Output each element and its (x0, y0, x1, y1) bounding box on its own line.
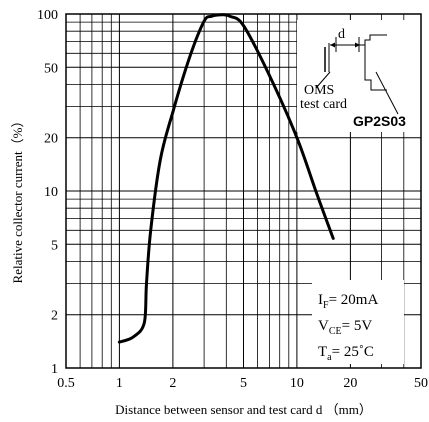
sensor-outline-top (364, 34, 387, 50)
y-tick-label: 20 (44, 132, 58, 147)
condition-line: Ta= 25˚C (318, 344, 374, 363)
x-tick-label: 10 (290, 376, 304, 391)
sensor-outline-bottom (364, 50, 387, 91)
card-label-line2: test card (300, 97, 347, 112)
y-tick-label: 1 (51, 362, 58, 377)
condition-line: IF= 20mA (318, 292, 378, 311)
x-tick-label: 2 (169, 376, 176, 391)
conditions-box (312, 280, 404, 364)
part-number-label: GP2S03 (353, 113, 406, 129)
y-axis-title: Relative collector current（%） (10, 115, 25, 284)
x-tick-label: 5 (240, 376, 247, 391)
collector-current-curve (117, 13, 335, 344)
inset-diagram: d OMS test card GP2S03 (297, 20, 421, 132)
dimension-d-label: d (338, 27, 345, 42)
y-tick-label: 10 (44, 185, 58, 200)
conditions-background (312, 280, 404, 364)
curve-layer (117, 13, 335, 344)
x-axis-title: Distance between sensor and test card d … (115, 402, 372, 417)
dimension-arrow-left (330, 42, 335, 48)
x-tick-label: 0.5 (57, 376, 75, 391)
x-tick-label: 50 (414, 376, 428, 391)
y-tick-label: 100 (37, 8, 58, 23)
x-tick-label: 20 (343, 376, 357, 391)
conditions-text: IF= 20mA VCE= 5V Ta= 25˚C (318, 292, 378, 363)
card-leader-line (315, 71, 331, 89)
y-tick-label: 50 (44, 61, 58, 76)
dimension-arrow-right (355, 42, 360, 48)
y-tick-label: 5 (51, 238, 58, 253)
card-label-line1: OMS (304, 83, 334, 98)
x-tick-label: 1 (116, 376, 123, 391)
y-tick-label: 2 (51, 309, 58, 324)
condition-line: VCE= 5V (318, 318, 372, 337)
part-leader-line (375, 71, 399, 115)
plot-frame (65, 13, 422, 369)
